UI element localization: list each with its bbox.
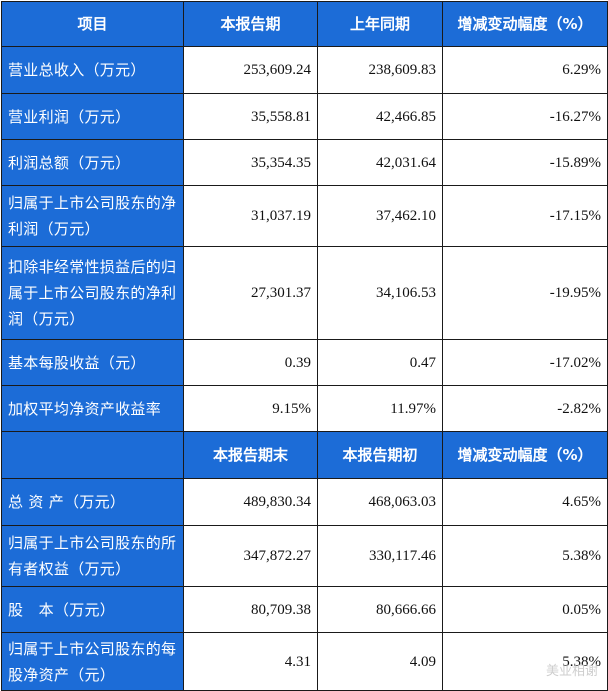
table-row: 基本每股收益（元） 0.39 0.47 -17.02% — [1, 339, 608, 386]
value-current: 35,354.35 — [183, 139, 318, 186]
table-row: 归属于上市公司股东的所有者权益（万元） 347,872.27 330,117.4… — [1, 525, 608, 587]
row-label: 利润总额（万元） — [1, 139, 184, 186]
row-label: 营业总收入（万元） — [1, 46, 184, 94]
value-current: 80,709.38 — [183, 586, 318, 633]
value-prior: 80,666.66 — [317, 586, 443, 633]
value-change: 5.38% — [442, 525, 608, 587]
header-period-end: 本报告期末 — [183, 431, 318, 479]
value-change: 5.38% — [442, 632, 608, 691]
value-current: 489,830.34 — [183, 478, 318, 526]
header-current-period: 本报告期 — [183, 1, 318, 47]
table-row: 总 资 产（万元） 489,830.34 468,063.03 4.65% — [1, 478, 608, 526]
value-prior: 468,063.03 — [317, 478, 443, 526]
value-prior: 0.47 — [317, 339, 443, 386]
value-change: -15.89% — [442, 139, 608, 186]
row-label: 股 本（万元） — [1, 586, 184, 633]
table-row: 股 本（万元） 80,709.38 80,666.66 0.05% — [1, 586, 608, 633]
value-prior: 238,609.83 — [317, 46, 443, 94]
row-label: 总 资 产（万元） — [1, 478, 184, 526]
value-prior: 34,106.53 — [317, 246, 443, 340]
row-label: 加权平均净资产收益率 — [1, 385, 184, 432]
row-label: 营业利润（万元） — [1, 93, 184, 140]
value-current: 9.15% — [183, 385, 318, 432]
value-current: 27,301.37 — [183, 246, 318, 340]
value-current: 4.31 — [183, 632, 318, 691]
value-current: 253,609.24 — [183, 46, 318, 94]
table-row: 归属于上市公司股东的净利润（万元） 31,037.19 37,462.10 -1… — [1, 185, 608, 247]
value-prior: 37,462.10 — [317, 185, 443, 247]
watermark: 美业相谢 — [545, 664, 598, 679]
value-change: 6.29% — [442, 46, 608, 94]
value-prior: 42,031.64 — [317, 139, 443, 186]
value-prior: 42,466.85 — [317, 93, 443, 140]
header-change-pct: 增减变动幅度（%） — [442, 431, 608, 479]
table-row: 营业利润（万元） 35,558.81 42,466.85 -16.27% — [1, 93, 608, 140]
value-prior: 330,117.46 — [317, 525, 443, 587]
table-header-row: 项目 本报告期 上年同期 增减变动幅度（%） — [1, 1, 608, 47]
row-label: 归属于上市公司股东的所有者权益（万元） — [1, 525, 184, 587]
table-subheader-row: 本报告期末 本报告期初 增减变动幅度（%） — [1, 431, 608, 479]
value-change: -2.82% — [442, 385, 608, 432]
value-current: 347,872.27 — [183, 525, 318, 587]
table-row: 扣除非经常性损益后的归属于上市公司股东的净利润（万元） 27,301.37 34… — [1, 246, 608, 340]
table-row: 利润总额（万元） 35,354.35 42,031.64 -15.89% — [1, 139, 608, 186]
value-current: 35,558.81 — [183, 93, 318, 140]
header-prior-period: 上年同期 — [317, 1, 443, 47]
value-current: 31,037.19 — [183, 185, 318, 247]
value-current: 0.39 — [183, 339, 318, 386]
value-change: -17.02% — [442, 339, 608, 386]
row-label: 扣除非经常性损益后的归属于上市公司股东的净利润（万元） — [1, 246, 184, 340]
header-change-pct: 增减变动幅度（%） — [442, 1, 608, 47]
row-label: 归属于上市公司股东的每股净资产（元） — [1, 632, 184, 691]
header-period-start: 本报告期初 — [317, 431, 443, 479]
value-prior: 11.97% — [317, 385, 443, 432]
value-change: 4.65% — [442, 478, 608, 526]
value-change: -19.95% — [442, 246, 608, 340]
value-change: -17.15% — [442, 185, 608, 247]
row-label: 基本每股收益（元） — [1, 339, 184, 386]
header-item: 项目 — [1, 1, 184, 47]
row-label: 归属于上市公司股东的净利润（万元） — [1, 185, 184, 247]
table-row: 归属于上市公司股东的每股净资产（元） 4.31 4.09 5.38% — [1, 632, 608, 691]
table-row: 营业总收入（万元） 253,609.24 238,609.83 6.29% — [1, 46, 608, 94]
value-prior: 4.09 — [317, 632, 443, 691]
value-change: 0.05% — [442, 586, 608, 633]
value-change: -16.27% — [442, 93, 608, 140]
table-row: 加权平均净资产收益率 9.15% 11.97% -2.82% — [1, 385, 608, 432]
header-blank — [1, 431, 184, 479]
